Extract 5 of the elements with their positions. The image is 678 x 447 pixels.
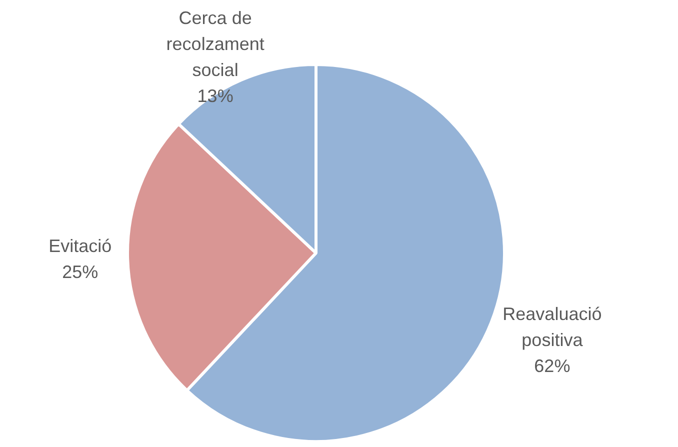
slice-label: Evitació [48,236,112,256]
data-label: 25% [62,262,98,282]
slice-label: Reavaluació positiva [502,304,602,350]
slice-label: Cerca de recolzament social [166,8,264,80]
data-label: 62% [534,356,570,376]
